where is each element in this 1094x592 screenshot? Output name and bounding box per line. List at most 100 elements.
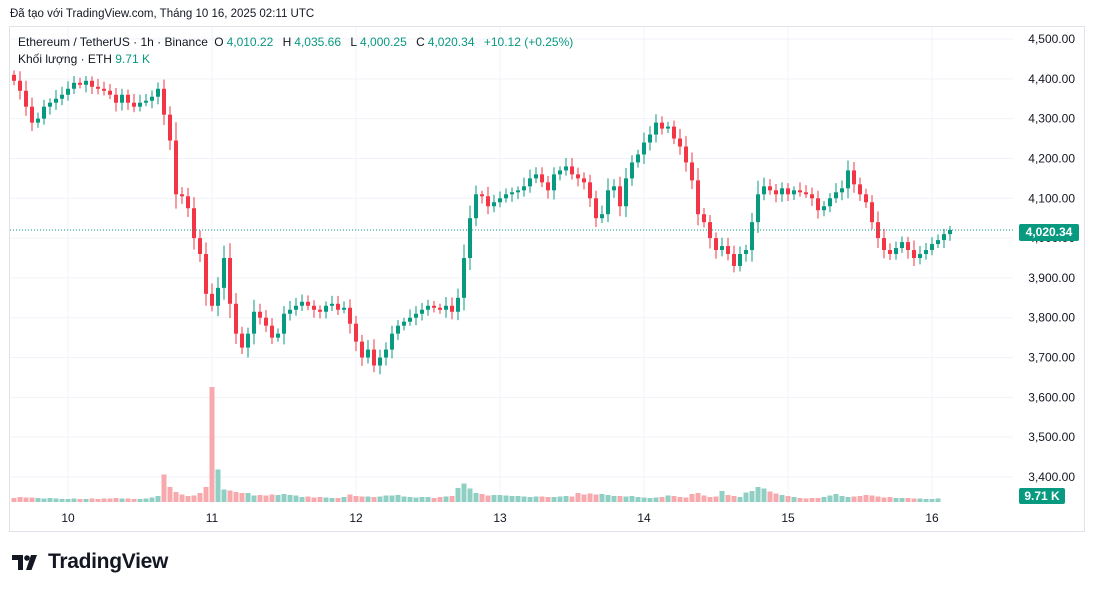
- candle-body: [858, 184, 862, 195]
- price-axis-label: 4,200.00: [1028, 151, 1075, 165]
- candle-body: [270, 325, 274, 338]
- volume-bar: [893, 498, 899, 502]
- candle-body: [246, 333, 250, 348]
- candle-body: [804, 192, 808, 195]
- volume-bar: [659, 497, 665, 502]
- candlesticks: [12, 70, 952, 375]
- candle-body: [798, 190, 802, 193]
- price-axis-label: 3,700.00: [1028, 351, 1075, 365]
- volume-bar: [593, 494, 599, 502]
- volume-bar: [821, 497, 827, 502]
- volume-bar: [203, 487, 209, 502]
- candle-body: [744, 250, 748, 255]
- volume-bar: [425, 497, 431, 502]
- candle-body: [654, 122, 658, 135]
- candle-body: [714, 238, 718, 251]
- candle-body: [414, 313, 418, 318]
- volume-bar: [833, 494, 839, 502]
- volume-bar: [911, 498, 917, 502]
- volume-bar: [287, 495, 293, 502]
- candle-body: [198, 238, 202, 255]
- candle-body: [678, 138, 682, 147]
- candle-body: [930, 244, 934, 251]
- candle-body: [300, 301, 304, 306]
- low-value: 4,000.25: [360, 35, 407, 49]
- volume-bar: [413, 497, 419, 502]
- volume-bar: [17, 497, 23, 502]
- last-price-tag: 4,020.34: [1019, 224, 1079, 241]
- volume-bar: [179, 494, 185, 502]
- volume-bar: [509, 496, 515, 502]
- candle-body: [264, 317, 268, 326]
- volume-bar: [599, 494, 605, 502]
- symbol-label[interactable]: Ethereum / TetherUS · 1h · Binance: [18, 35, 208, 49]
- volume-bar: [281, 494, 287, 502]
- candle-body: [438, 307, 442, 310]
- volume-bar: [215, 469, 221, 502]
- candle-body: [750, 222, 754, 251]
- candle-body: [552, 174, 556, 191]
- candle-body: [156, 88, 160, 97]
- volume-bar: [887, 497, 893, 502]
- candle-body: [330, 303, 334, 306]
- candle-body: [660, 122, 664, 129]
- volume-bar: [779, 495, 785, 502]
- time-axis-label: 10: [61, 511, 75, 525]
- candle-body: [822, 206, 826, 211]
- volume-bar: [167, 487, 173, 502]
- volume-bar: [119, 498, 125, 502]
- volume-bar: [845, 497, 851, 502]
- volume-bar: [161, 474, 167, 502]
- candle-body: [420, 309, 424, 314]
- volume-bar: [335, 498, 341, 502]
- volume-bar: [851, 496, 857, 502]
- volume-label[interactable]: Khối lượng · ETH: [18, 52, 112, 66]
- volume-bar: [299, 497, 305, 502]
- price-axis-label: 4,400.00: [1028, 72, 1075, 86]
- price-axis-label: 3,900.00: [1028, 271, 1075, 285]
- candle-body: [570, 166, 574, 175]
- volume-bar: [23, 497, 29, 502]
- candle-body: [534, 174, 538, 179]
- candle-body: [528, 178, 532, 187]
- candle-body: [144, 100, 148, 103]
- volume-bar: [641, 497, 647, 502]
- high-value: 4,035.66: [294, 35, 342, 49]
- volume-bar: [77, 499, 83, 502]
- volume-bar: [689, 494, 695, 502]
- candle-body: [852, 170, 856, 185]
- volume-bar: [797, 498, 803, 502]
- volume-bar: [311, 497, 317, 502]
- candle-body: [684, 146, 688, 163]
- volume-bar: [773, 493, 779, 502]
- volume-bar: [929, 499, 935, 502]
- candle-body: [30, 106, 34, 123]
- candle-body: [630, 162, 634, 179]
- time-axis: 10 11 12 13 14 15 16: [61, 511, 939, 525]
- volume-bar: [275, 495, 281, 502]
- volume-bar: [935, 498, 941, 502]
- volume-bar: [761, 488, 767, 502]
- volume-bar: [551, 497, 557, 502]
- chart-frame: [9, 26, 1085, 532]
- tradingview-brand[interactable]: TradingView: [12, 549, 168, 575]
- volume-bar: [89, 498, 95, 502]
- candle-body: [282, 313, 286, 334]
- candle-body: [450, 305, 454, 312]
- candle-body: [372, 349, 376, 366]
- candle-body: [936, 240, 940, 245]
- candle-body: [444, 305, 448, 310]
- chart-attribution: Đã tạo với TradingView.com, Tháng 10 16,…: [10, 8, 315, 20]
- volume-bar: [437, 497, 443, 502]
- candle-body: [480, 194, 484, 197]
- candle-body: [516, 190, 520, 193]
- candle-body: [864, 194, 868, 203]
- volume-bar: [353, 496, 359, 502]
- last-volume-tag: 9.71 K: [1019, 488, 1065, 504]
- price-axis-label: 3,800.00: [1028, 311, 1075, 325]
- volume-bar: [491, 495, 497, 502]
- volume-bar: [233, 492, 239, 502]
- candle-body: [840, 188, 844, 193]
- volume-bar: [605, 495, 611, 502]
